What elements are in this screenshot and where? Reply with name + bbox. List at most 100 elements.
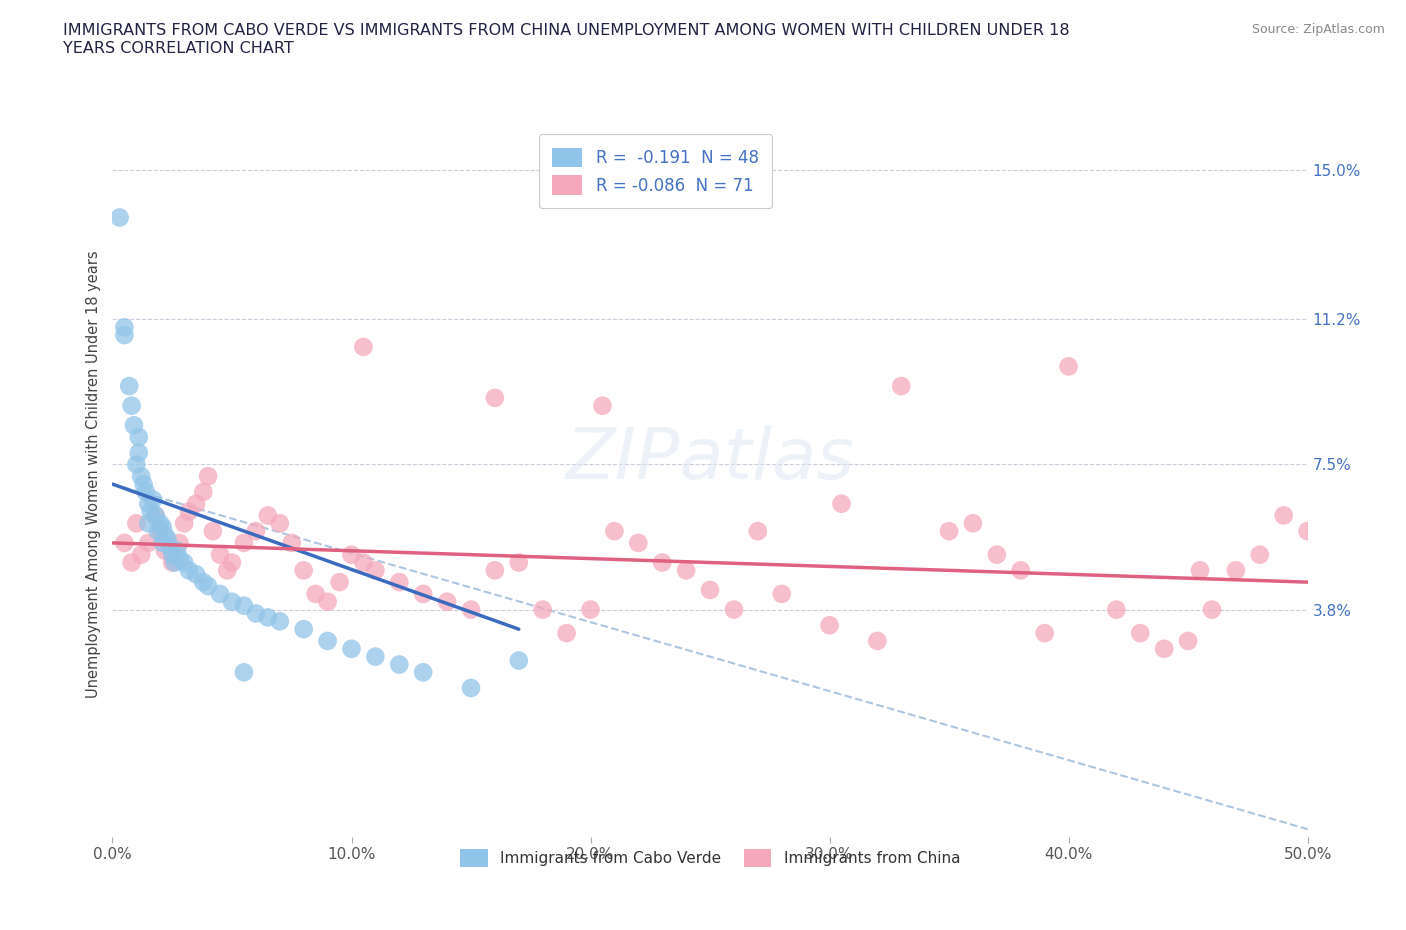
Point — [108, 210, 131, 225]
Point — [132, 477, 155, 492]
Point — [292, 622, 315, 637]
Point — [770, 587, 793, 602]
Point — [173, 555, 195, 570]
Point — [152, 520, 174, 535]
Point — [1105, 602, 1128, 617]
Point — [675, 563, 697, 578]
Point — [233, 665, 256, 680]
Point — [149, 516, 172, 531]
Point — [269, 614, 291, 629]
Point — [245, 606, 267, 621]
Point — [169, 536, 191, 551]
Point — [118, 379, 141, 393]
Point — [177, 504, 200, 519]
Point — [221, 555, 243, 570]
Point — [257, 508, 280, 523]
Point — [938, 524, 960, 538]
Point — [747, 524, 769, 538]
Point — [723, 602, 745, 617]
Point — [364, 649, 387, 664]
Point — [316, 633, 339, 648]
Point — [1272, 508, 1295, 523]
Point — [460, 602, 482, 617]
Point — [412, 665, 434, 680]
Point — [831, 497, 853, 512]
Point — [1033, 626, 1056, 641]
Point — [353, 555, 375, 570]
Point — [128, 445, 150, 460]
Point — [1057, 359, 1080, 374]
Point — [388, 575, 411, 590]
Point — [579, 602, 602, 617]
Point — [986, 547, 1008, 562]
Point — [1189, 563, 1212, 578]
Point — [153, 543, 176, 558]
Point — [603, 524, 626, 538]
Point — [129, 547, 152, 562]
Point — [201, 524, 224, 538]
Point — [193, 485, 215, 499]
Point — [217, 563, 239, 578]
Point — [1249, 547, 1271, 562]
Point — [169, 551, 191, 566]
Point — [114, 327, 135, 342]
Point — [193, 575, 215, 590]
Point — [388, 657, 411, 671]
Point — [142, 492, 165, 507]
Point — [269, 516, 291, 531]
Point — [364, 563, 387, 578]
Point — [651, 555, 673, 570]
Point — [135, 485, 157, 499]
Point — [699, 582, 721, 597]
Point — [1010, 563, 1032, 578]
Point — [166, 543, 188, 558]
Point — [340, 547, 363, 562]
Point — [162, 547, 183, 562]
Point — [186, 497, 208, 512]
Point — [159, 539, 181, 554]
Point — [531, 602, 554, 617]
Point — [281, 536, 304, 551]
Point — [129, 469, 152, 484]
Point — [257, 610, 280, 625]
Point — [114, 320, 135, 335]
Point — [436, 594, 458, 609]
Point — [121, 398, 143, 413]
Point — [139, 504, 162, 519]
Point — [138, 497, 160, 512]
Point — [221, 594, 243, 609]
Point — [145, 508, 167, 523]
Point — [209, 547, 232, 562]
Point — [412, 587, 434, 602]
Text: IMMIGRANTS FROM CABO VERDE VS IMMIGRANTS FROM CHINA UNEMPLOYMENT AMONG WOMEN WIT: IMMIGRANTS FROM CABO VERDE VS IMMIGRANTS… — [63, 23, 1070, 56]
Point — [209, 587, 232, 602]
Point — [146, 524, 169, 538]
Point — [153, 527, 176, 542]
Point — [121, 555, 143, 570]
Point — [125, 457, 148, 472]
Point — [149, 524, 172, 538]
Point — [292, 563, 315, 578]
Point — [627, 536, 650, 551]
Legend: Immigrants from Cabo Verde, Immigrants from China: Immigrants from Cabo Verde, Immigrants f… — [454, 843, 966, 873]
Point — [484, 391, 506, 405]
Point — [340, 642, 363, 657]
Point — [145, 508, 167, 523]
Point — [233, 536, 256, 551]
Point — [197, 469, 219, 484]
Point — [138, 516, 160, 531]
Point — [329, 575, 352, 590]
Point — [962, 516, 984, 531]
Point — [114, 536, 135, 551]
Point — [1201, 602, 1223, 617]
Point — [233, 598, 256, 613]
Point — [508, 555, 530, 570]
Point — [197, 578, 219, 593]
Point — [890, 379, 912, 393]
Point — [316, 594, 339, 609]
Point — [1296, 524, 1319, 538]
Point — [173, 516, 195, 531]
Point — [1129, 626, 1152, 641]
Point — [163, 555, 186, 570]
Text: ZIPatlas: ZIPatlas — [565, 425, 855, 494]
